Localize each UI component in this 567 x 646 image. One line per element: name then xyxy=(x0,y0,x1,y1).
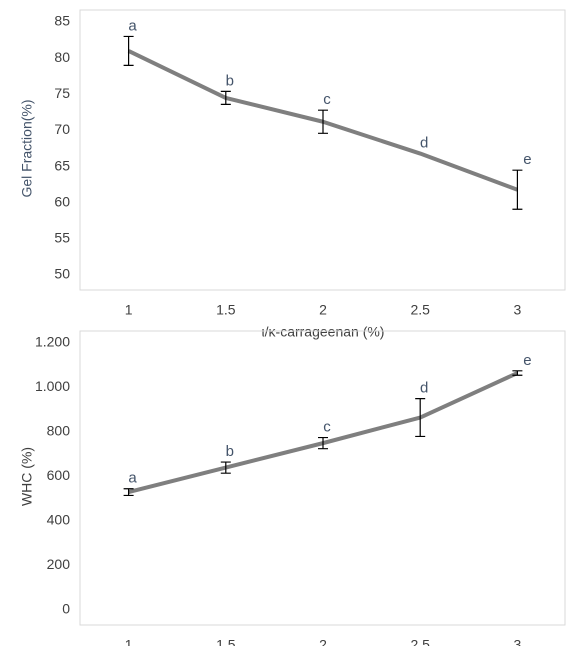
y-tick-label: 50 xyxy=(54,266,70,282)
y-tick-label: 800 xyxy=(47,423,71,439)
x-tick-label: 2.5 xyxy=(410,302,430,318)
x-axis-label: ι/κ-carrageenan (%) xyxy=(262,324,385,340)
x-tick-label: 1 xyxy=(125,637,133,646)
annotation: b xyxy=(226,72,234,89)
x-tick-label: 2 xyxy=(319,302,327,318)
x-tick-label: 2 xyxy=(319,637,327,646)
error-bar xyxy=(123,35,134,66)
y-tick-label: 400 xyxy=(47,512,71,528)
y-tick-label: 70 xyxy=(54,121,70,137)
error-bar xyxy=(220,461,231,474)
annotation: a xyxy=(128,17,137,34)
error-bar xyxy=(123,488,134,497)
annotation: c xyxy=(323,419,331,436)
y-tick-label: 80 xyxy=(54,49,70,65)
x-tick-label: 3 xyxy=(514,302,522,318)
y-tick-label: 75 xyxy=(54,85,70,101)
annotation: d xyxy=(420,380,428,397)
annotation: b xyxy=(226,443,234,460)
error-bar xyxy=(318,436,328,450)
y-tick-label: 65 xyxy=(54,157,70,173)
error-bar xyxy=(512,370,523,376)
annotation: e xyxy=(523,151,531,168)
y-axis-label: Gel Fraction(%) xyxy=(19,99,35,197)
annotation: c xyxy=(323,91,331,108)
y-tick-label: 0 xyxy=(62,601,70,617)
error-bar xyxy=(220,90,231,106)
y-tick-label: 85 xyxy=(54,13,70,29)
y-tick-label: 60 xyxy=(54,193,70,209)
x-tick-label: 3 xyxy=(514,637,522,646)
error-bar xyxy=(512,169,523,210)
annotation: a xyxy=(128,470,137,487)
y-tick-label: 1.200 xyxy=(35,334,70,350)
y-tick-label: 600 xyxy=(47,467,71,483)
x-tick-label: 1 xyxy=(125,302,133,318)
y-tick-label: 55 xyxy=(54,230,70,246)
plot-frame xyxy=(79,330,566,626)
y-tick-label: 200 xyxy=(47,556,71,572)
error-bar xyxy=(318,109,328,134)
x-tick-label: 1.5 xyxy=(216,302,236,318)
x-tick-label: 2.5 xyxy=(410,637,430,646)
x-tick-label: 1.5 xyxy=(216,637,236,646)
plot-frame xyxy=(79,9,566,291)
annotation: e xyxy=(523,352,531,369)
y-axis-label: WHC (%) xyxy=(19,447,35,506)
error-bar xyxy=(415,398,426,438)
annotation: d xyxy=(420,135,428,152)
y-tick-label: 1.000 xyxy=(35,378,70,394)
